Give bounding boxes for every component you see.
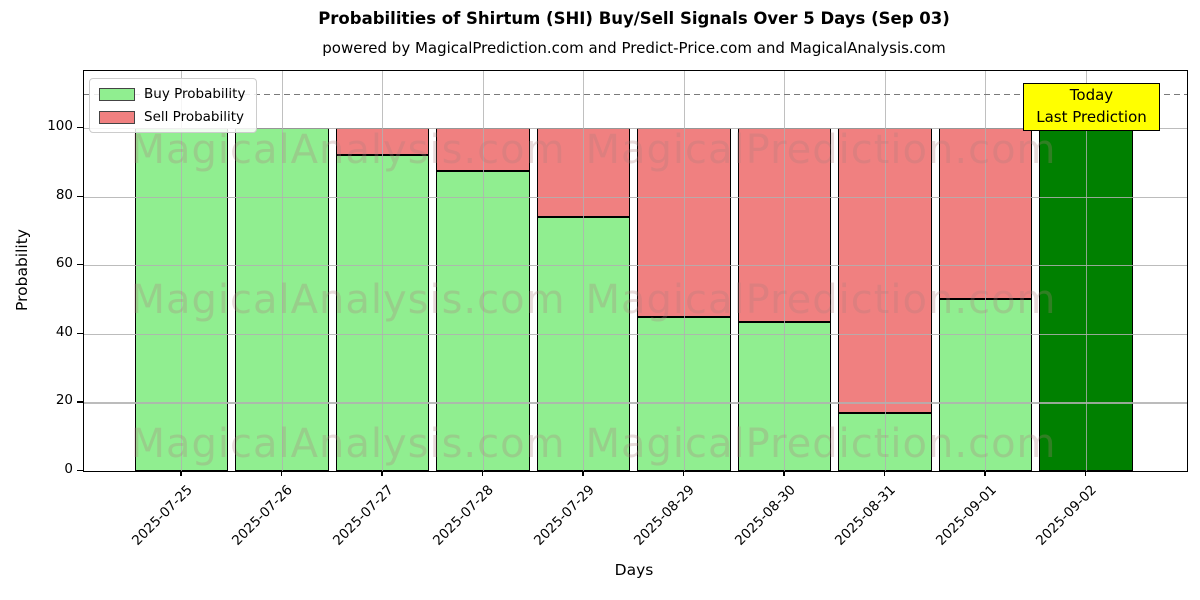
- x-tick-label-2025-08-31: 2025-08-31: [832, 482, 900, 549]
- bar-group-2025-09-01: [935, 71, 1036, 471]
- y-tick-label-80: 80: [55, 186, 73, 203]
- x-tick-2025-09-01: [984, 471, 986, 476]
- gridline-x-2025-08-29: [683, 71, 685, 471]
- x-tick-2025-08-31: [883, 471, 886, 476]
- legend-label-sell: Sell Probability: [144, 109, 245, 125]
- sell-color-swatch: [99, 110, 135, 124]
- gridline-x-2025-09-02: [1085, 71, 1087, 471]
- y-axis-tick-labels: 0 20 40 60 80 100: [0, 70, 73, 477]
- gridline-y-20: [84, 402, 1187, 404]
- x-tick-label-2025-08-29: 2025-08-29: [631, 482, 699, 549]
- bar-group-2025-08-31: [835, 71, 936, 471]
- gridline-x-2025-09-01: [985, 71, 987, 471]
- x-axis-title: Days: [614, 561, 654, 579]
- today-annotation-box: Today Last Prediction: [1023, 83, 1160, 131]
- chart-subtitle: powered by MagicalPrediction.com and Pre…: [322, 39, 946, 57]
- x-tick-2025-07-28: [481, 471, 484, 476]
- x-tick-2025-08-30: [783, 471, 785, 476]
- buy-color-swatch: [99, 87, 135, 101]
- bar-group-2025-07-25: [131, 71, 232, 471]
- gridline-x-2025-08-30: [784, 71, 786, 471]
- x-tick-label-2025-07-26: 2025-07-26: [229, 482, 297, 549]
- chart-title: Probabilities of Shirtum (SHI) Buy/Sell …: [318, 9, 950, 28]
- bar-group-2025-07-29: [533, 71, 634, 471]
- x-tick-2025-07-25: [180, 471, 182, 476]
- bars-area: [131, 71, 1136, 471]
- y-tick-label-20: 20: [55, 392, 73, 409]
- x-tick-2025-07-26: [280, 471, 283, 476]
- gridline-y-80: [84, 196, 1187, 198]
- threshold-dashed-line: [84, 93, 1187, 96]
- gridline-x-2025-07-25: [181, 71, 183, 471]
- gridline-x-2025-08-31: [884, 71, 886, 471]
- bar-group-2025-09-02: [1036, 71, 1137, 471]
- annotation-line-1: Today: [1069, 86, 1114, 105]
- x-tick-2025-07-27: [381, 471, 383, 476]
- legend-label-buy: Buy Probability: [144, 86, 246, 102]
- y-tick-label-100: 100: [47, 117, 73, 134]
- y-tick-60: [77, 264, 83, 266]
- x-tick-label-2025-09-01: 2025-09-01: [932, 482, 1000, 549]
- y-tick-label-60: 60: [55, 255, 73, 272]
- y-tick-80: [77, 195, 83, 197]
- bar-group-2025-07-27: [332, 71, 433, 471]
- bar-group-2025-08-30: [734, 71, 835, 471]
- x-tick-2025-08-29: [682, 471, 685, 476]
- x-tick-2025-07-29: [582, 471, 584, 476]
- gridline-x-2025-07-26: [281, 71, 283, 471]
- bar-group-2025-07-28: [433, 71, 534, 471]
- bar-group-2025-08-29: [634, 71, 735, 471]
- x-tick-label-2025-07-28: 2025-07-28: [430, 482, 498, 549]
- x-tick-label-2025-08-30: 2025-08-30: [731, 482, 799, 549]
- gridline-y-60: [84, 265, 1187, 267]
- x-tick-label-2025-07-29: 2025-07-29: [530, 482, 598, 549]
- y-tick-label-0: 0: [64, 461, 73, 477]
- legend-entry-sell: Sell Probability: [99, 109, 245, 125]
- legend-entry-buy: Buy Probability: [99, 86, 245, 102]
- y-tick-label-40: 40: [55, 323, 73, 340]
- gridline-x-2025-07-29: [583, 71, 585, 471]
- x-tick-label-2025-09-02: 2025-09-02: [1033, 482, 1101, 549]
- y-axis-title: Probability: [13, 229, 31, 311]
- gridline-y-100: [84, 127, 1187, 130]
- x-tick-label-2025-07-25: 2025-07-25: [128, 482, 196, 549]
- y-tick-100: [77, 126, 83, 129]
- x-tick-label-2025-07-27: 2025-07-27: [329, 482, 397, 549]
- plot-area: MagicalAnalysis.com MagicalPrediction.co…: [83, 70, 1188, 472]
- x-tick-2025-09-02: [1084, 471, 1087, 476]
- gridline-x-2025-07-27: [382, 71, 384, 471]
- gridline-x-2025-07-28: [482, 71, 484, 471]
- legend: Buy Probability Sell Probability: [89, 78, 258, 133]
- gridline-y-40: [84, 333, 1187, 335]
- y-tick-40: [77, 332, 83, 335]
- y-tick-20: [77, 401, 83, 403]
- annotation-line-2: Last Prediction: [1036, 108, 1147, 126]
- y-tick-0: [77, 470, 83, 472]
- bar-group-2025-07-26: [232, 71, 333, 471]
